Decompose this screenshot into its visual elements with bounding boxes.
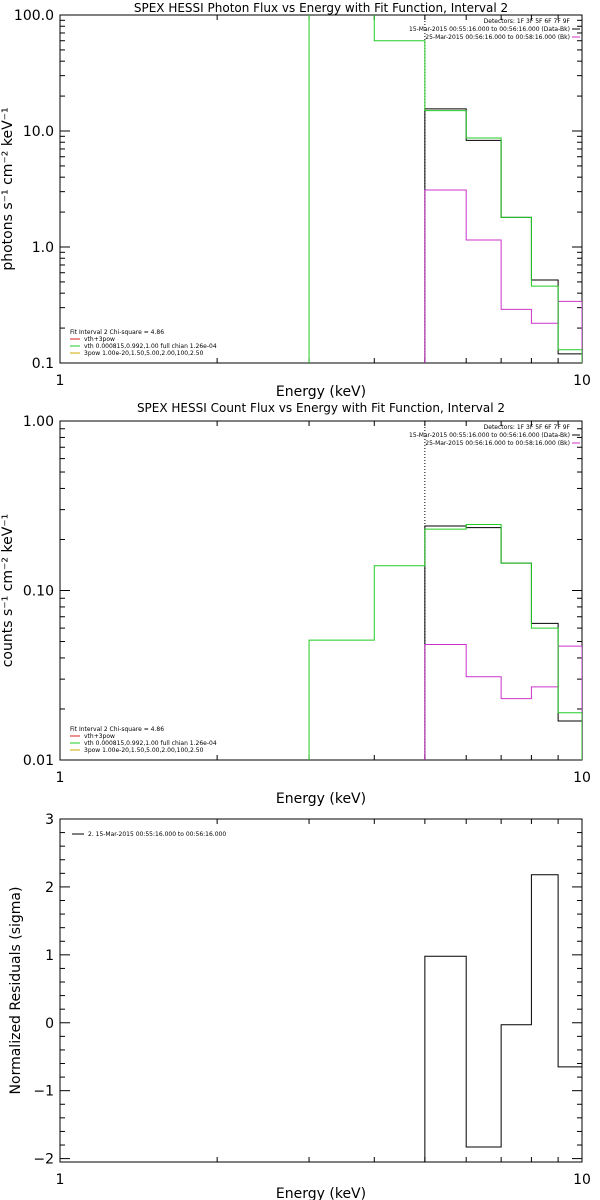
x-tick-label: 1 <box>56 770 65 786</box>
legend-entry: 3pow 1.00e-20,1.50,5.00,2.00,100,2.50 <box>84 350 204 357</box>
y-tick-label: 100.0 <box>14 8 54 24</box>
y-tick-label: 1.00 <box>23 414 54 430</box>
legend-entry: 15-Mar-2015 00:55:16.000 to 00:56:16.000… <box>409 432 570 439</box>
x-axis-label: Energy (keV) <box>276 384 366 400</box>
chart-panel-3: 1 10 −2 −1 0 1 2 3 Energy (keV) Normalized Residu… <box>8 812 591 1200</box>
y-axis-label: Normalized Residuals (sigma) <box>8 887 24 1095</box>
series-line-1 <box>424 874 582 1162</box>
legend-entry: Detectors: 1F 3F 5F 6F 7F 9F <box>484 18 571 25</box>
legend-entry: 15-Mar-2015 00:55:16.000 to 00:56:16.000… <box>409 26 570 33</box>
legend-entry: Detectors: 1F 3F 5F 6F 7F 9F <box>484 424 571 431</box>
series-line-3 <box>308 15 582 363</box>
y-tick-label: 0.01 <box>23 753 54 769</box>
legend-entry: vth+3pow <box>84 336 115 343</box>
y-tick-label: 0.10 <box>23 584 54 600</box>
y-axis-label: counts s⁻¹ cm⁻² keV⁻¹ <box>0 514 16 668</box>
chart-panel-2: SPEX HESSI Count Flux vs Energy with Fit… <box>0 401 591 807</box>
plot-frame <box>59 420 583 761</box>
x-axis-label: Energy (keV) <box>276 1186 366 1200</box>
y-tick-label: 3 <box>45 812 54 828</box>
legend-entry: 25-Mar-2015 00:56:16.000 to 00:58:16.000… <box>425 440 570 447</box>
y-tick-label: 1.0 <box>32 240 54 256</box>
y-axis-label: photons s⁻¹ cm⁻² keV⁻¹ <box>0 107 16 270</box>
x-tick-label: 10 <box>573 373 591 389</box>
legend-entry: 3pow 1.00e-20,1.50,5.00,2.00,100,2.50 <box>84 747 204 754</box>
legend-entry: 2. 15-Mar-2015 00:55:16.000 to 00:56:16.… <box>88 831 226 838</box>
y-tick-label: 0.1 <box>32 356 54 372</box>
x-tick-label: 10 <box>573 770 591 786</box>
legend-entry: vth 0.000815,0.992,1.00 full chian 1.26e… <box>84 740 217 747</box>
legend-entry: vth 0.000815,0.992,1.00 full chian 1.26e… <box>84 343 217 350</box>
series-line-2 <box>424 644 582 760</box>
x-tick-label: 1 <box>56 1172 65 1188</box>
x-tick-label: 1 <box>56 373 65 389</box>
y-tick-label: 10.0 <box>23 124 54 140</box>
plot-frame <box>59 14 583 364</box>
legend-entry: vth+3pow <box>84 733 115 740</box>
chart-title: SPEX HESSI Count Flux vs Energy with Fit… <box>137 401 505 415</box>
series-group <box>424 874 582 1162</box>
series-line-3 <box>308 524 582 760</box>
y-tick-label: −1 <box>33 1084 54 1100</box>
plot-frame <box>59 818 583 1163</box>
y-tick-label: −2 <box>33 1152 54 1168</box>
y-tick-label: 1 <box>45 948 54 964</box>
series-group <box>308 15 582 363</box>
fit-info: Fit Interval 2 Chi-square = 4.86 <box>70 329 164 336</box>
x-axis-label: Energy (keV) <box>276 791 366 807</box>
chart-panel-1: SPEX HESSI Photon Flux vs Energy with Fi… <box>0 1 591 400</box>
series-group <box>308 524 582 760</box>
legend-entry: 25-Mar-2015 00:56:16.000 to 00:58:16.000… <box>425 34 570 41</box>
y-tick-label: 2 <box>45 880 54 896</box>
series-line-1 <box>424 108 582 363</box>
fit-info: Fit Interval 2 Chi-square = 4.86 <box>70 726 164 733</box>
series-line-2 <box>424 189 582 363</box>
y-tick-label: 0 <box>45 1016 54 1032</box>
chart-title: SPEX HESSI Photon Flux vs Energy with Fi… <box>134 1 508 15</box>
x-tick-label: 10 <box>573 1172 591 1188</box>
